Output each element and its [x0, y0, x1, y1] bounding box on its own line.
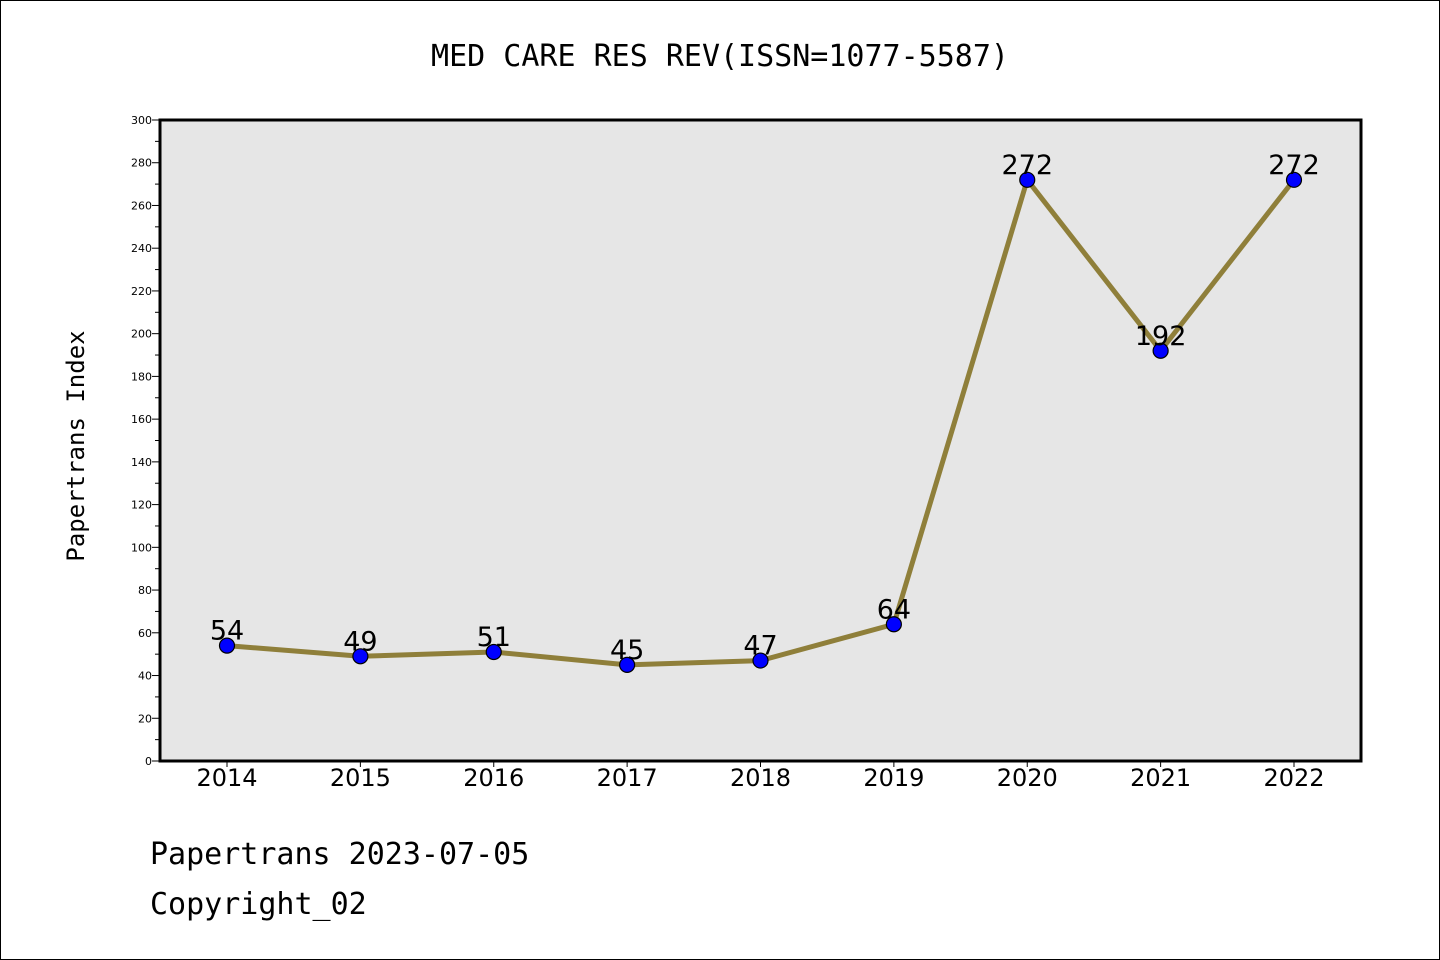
chart-title: MED CARE RES REV(ISSN=1077-5587) [431, 39, 1009, 74]
y-axis-label: Papertrans Index [62, 330, 90, 561]
x-tick-label: 2017 [597, 764, 658, 792]
y-tick-label: 300 [131, 114, 152, 127]
data-labels: 54 49 51 45 47 64 272 192 272 [210, 150, 1320, 666]
data-point [352, 648, 369, 665]
y-tick-label: 100 [131, 541, 152, 554]
data-point [752, 652, 769, 669]
y-tick-label: 120 [131, 499, 152, 512]
footer-date: Papertrans 2023-07-05 [150, 837, 529, 872]
y-tick-label: 180 [131, 370, 152, 383]
data-point [885, 616, 902, 633]
data-point [1152, 342, 1169, 359]
x-tick-label: 2015 [330, 764, 391, 792]
data-label: 51 [477, 622, 511, 653]
x-tick-label: 2018 [730, 764, 791, 792]
y-tick-label: 60 [138, 627, 152, 640]
series-markers [218, 171, 1303, 673]
y-tick-label: 280 [131, 157, 152, 170]
data-label: 45 [610, 635, 644, 666]
y-tick-label: 20 [138, 712, 152, 725]
x-tick-label: 2016 [463, 764, 524, 792]
y-tick-label: 0 [145, 755, 152, 768]
x-tick-label: 2021 [1130, 764, 1191, 792]
y-tick-label: 260 [131, 199, 152, 212]
x-tick-label: 2020 [997, 764, 1058, 792]
data-point [619, 656, 636, 673]
data-point [1019, 171, 1036, 188]
x-axis: 2014 2015 2016 2017 2018 2019 2020 2021 2022 [196, 761, 1325, 792]
y-tick-label: 140 [131, 456, 152, 469]
data-label: 47 [743, 631, 777, 662]
data-label: 64 [877, 594, 911, 625]
x-tick-label: 2019 [863, 764, 924, 792]
data-label: 54 [210, 616, 244, 647]
data-point [218, 637, 236, 654]
y-axis: 0 20 40 60 80 100 120 140 160 180 200 220 240 260 280 3… [131, 114, 160, 768]
x-tick-label: 2014 [196, 764, 257, 792]
y-tick-label: 200 [131, 328, 152, 341]
y-tick-label: 240 [131, 242, 152, 255]
data-point [1285, 171, 1303, 188]
y-tick-label: 160 [131, 413, 152, 426]
y-tick-label: 80 [138, 584, 152, 597]
x-tick-label: 2022 [1263, 764, 1324, 792]
footer-copyright: Copyright_02 [150, 887, 367, 922]
data-label: 272 [1001, 150, 1053, 181]
data-label: 272 [1268, 150, 1320, 181]
y-tick-label: 40 [138, 670, 152, 683]
data-label: 49 [343, 626, 377, 657]
data-label: 192 [1135, 321, 1187, 352]
data-point [485, 643, 502, 661]
y-tick-label: 220 [131, 285, 152, 298]
